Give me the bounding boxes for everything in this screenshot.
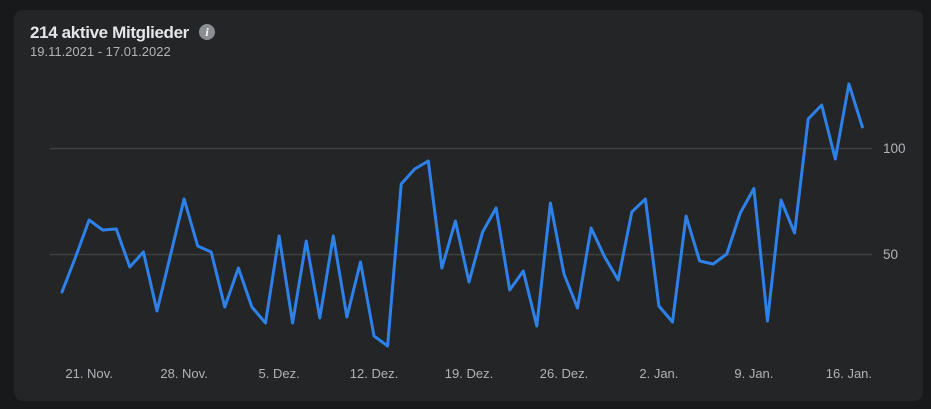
svg-text:100: 100 (883, 141, 906, 156)
svg-text:21. Nov.: 21. Nov. (65, 366, 112, 381)
svg-text:2. Jan.: 2. Jan. (639, 366, 678, 381)
svg-text:16. Jan.: 16. Jan. (826, 366, 872, 381)
svg-text:19. Dez.: 19. Dez. (445, 366, 493, 381)
svg-text:28. Nov.: 28. Nov. (160, 366, 207, 381)
svg-text:26. Dez.: 26. Dez. (540, 366, 588, 381)
svg-text:5. Dez.: 5. Dez. (259, 366, 300, 381)
svg-text:50: 50 (883, 247, 898, 262)
svg-text:9. Jan.: 9. Jan. (734, 366, 773, 381)
svg-text:12. Dez.: 12. Dez. (350, 366, 398, 381)
